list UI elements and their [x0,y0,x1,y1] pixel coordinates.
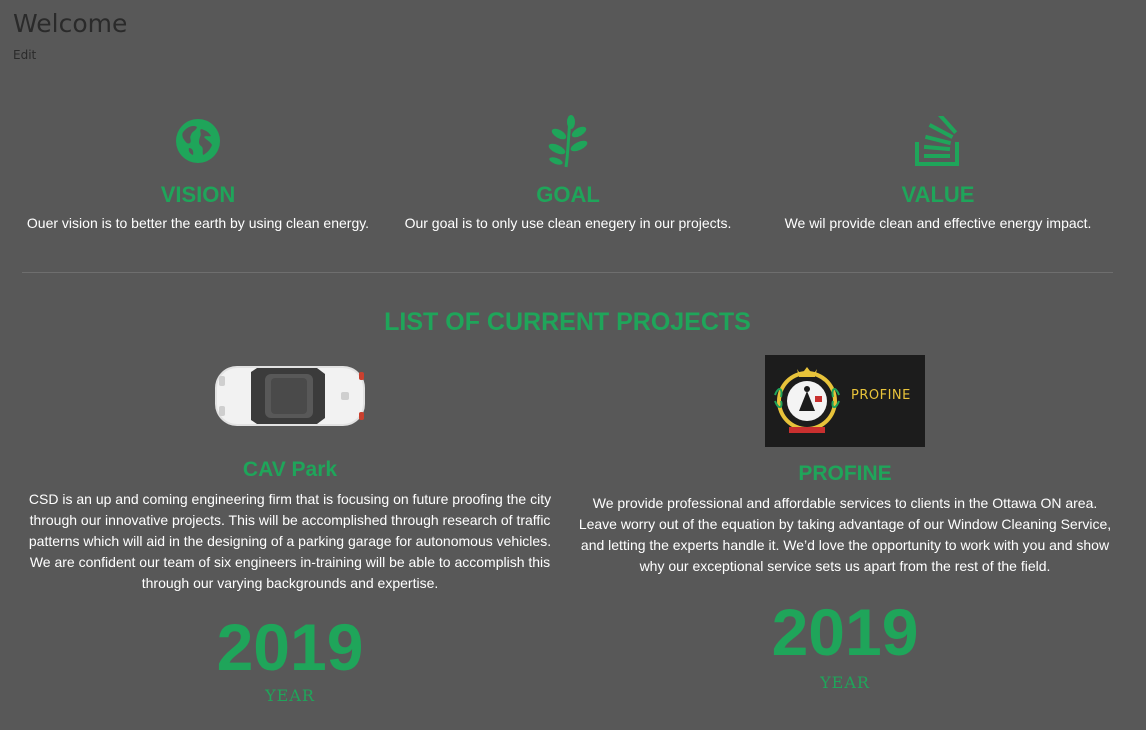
page-header: Welcome Edit [13,6,127,62]
project-card-cav-park: CAV Park CSD is an up and coming enginee… [20,362,560,706]
stack-icon [753,114,1123,168]
year-label: YEAR [820,673,870,692]
features-section: VISION Ouer vision is to better the eart… [13,114,1123,232]
feature-title: VALUE [901,182,975,207]
project-title: CAV Park [242,458,338,481]
globe-icon [13,114,383,168]
car-image [215,366,365,426]
feature-value: VALUE We wil provide clean and effective… [753,114,1123,232]
year-label: YEAR [265,686,315,705]
feature-title: VISION [160,182,236,207]
page-title: Welcome [13,9,128,38]
feature-goal: GOAL Our goal is to only use clean enege… [383,114,753,232]
feature-text: We wil provide clean and effective energ… [784,215,1092,231]
logo-text: PROFINE [851,388,911,403]
project-title: PROFINE [798,462,892,485]
project-card-profine: PROFINE PROFINE We provide professional … [575,355,1115,693]
feature-text: Our goal is to only use clean enegery in… [404,215,732,231]
project-description: CSD is an up and coming engineering firm… [28,491,552,591]
project-year: 2019 [216,610,364,684]
profine-logo: PROFINE [765,355,925,447]
feature-vision: VISION Ouer vision is to better the eart… [13,114,383,232]
projects-heading: LIST OF CURRENT PROJECTS [384,308,751,336]
feature-text: Ouer vision is to better the earth by us… [26,215,370,231]
feature-title: GOAL [536,182,600,207]
leaf-icon [383,114,753,168]
section-divider [22,272,1113,273]
project-description: We provide professional and affordable s… [578,495,1112,574]
edit-link[interactable]: Edit [13,48,37,62]
project-year: 2019 [771,595,919,669]
